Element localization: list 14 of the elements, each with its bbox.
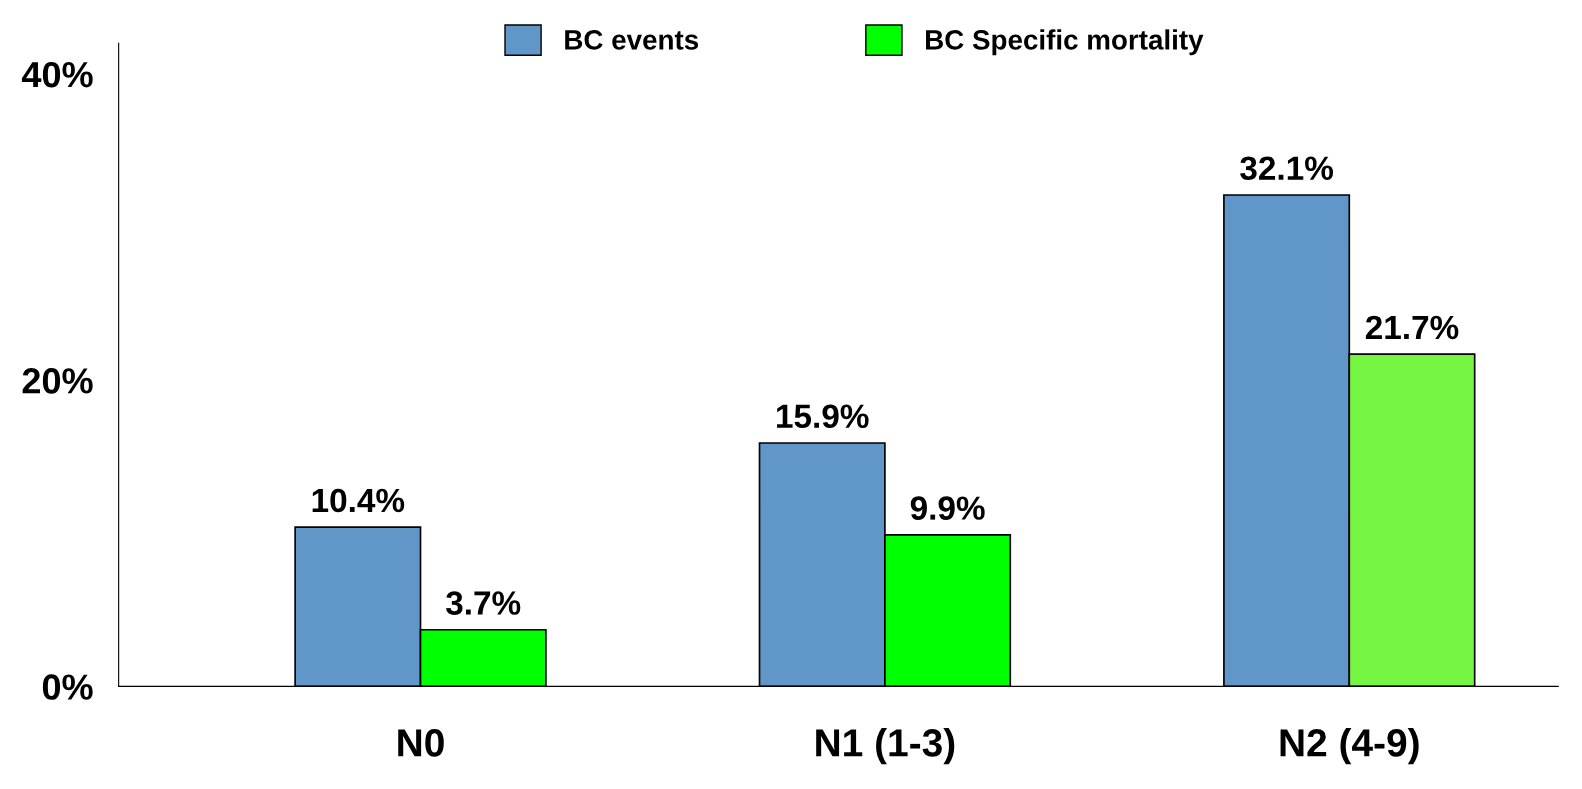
- y-tick-label: 20%: [22, 368, 93, 394]
- y-tick-label: 0%: [42, 674, 93, 700]
- x-tick-label: N0: [398, 729, 444, 757]
- data-label: 21.7%: [1365, 315, 1459, 340]
- data-label: 10.4%: [312, 488, 405, 513]
- data-label: 15.9%: [777, 404, 869, 429]
- data-label: 9.9%: [910, 496, 985, 520]
- legend-label: BC events: [565, 30, 699, 50]
- x-tick-label: N1 (1-3): [816, 728, 955, 765]
- legend-label: BC Specific mortality: [926, 29, 1204, 56]
- data-label: 3.7%: [445, 591, 521, 615]
- x-tick-label: N2 (4-9): [1280, 728, 1419, 765]
- data-label: 32.1%: [1240, 156, 1333, 181]
- y-tick-label: 40%: [21, 61, 93, 88]
